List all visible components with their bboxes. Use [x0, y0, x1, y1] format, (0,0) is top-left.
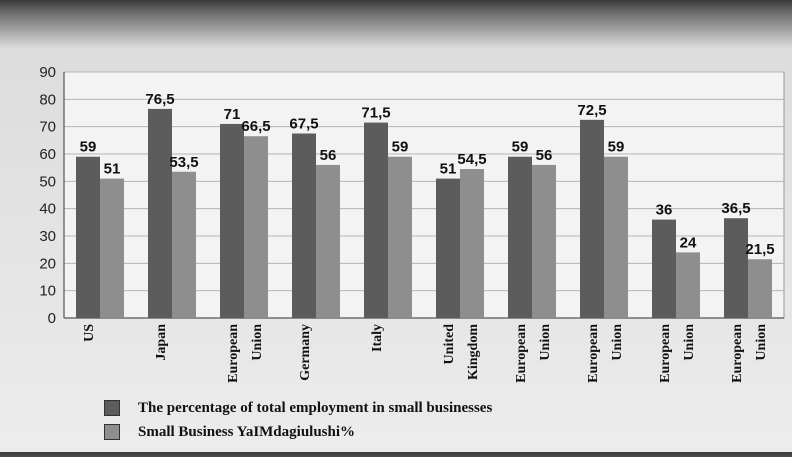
x-tick-label: European	[514, 324, 529, 383]
data-label: 59	[80, 139, 97, 156]
bar-series-2	[244, 136, 268, 318]
x-tick-label: European	[586, 324, 601, 383]
data-label: 59	[512, 139, 529, 156]
x-tick-label: Union	[250, 324, 265, 361]
legend-swatch-series-2	[104, 424, 120, 440]
bar-series-2	[316, 164, 340, 318]
x-tick-label: European	[658, 324, 673, 383]
x-tick-label: Union	[754, 324, 769, 361]
bar-series-2	[172, 171, 196, 318]
y-tick-label: 0	[48, 310, 56, 327]
data-label: 71	[224, 106, 241, 123]
legend-label-series-1: The percentage of total employment in sm…	[138, 399, 493, 416]
data-label: 72,5	[577, 102, 606, 119]
y-tick-label: 30	[39, 228, 56, 245]
bar-series-1	[364, 122, 388, 318]
bar-series-2	[532, 164, 556, 318]
data-label: 53,5	[169, 154, 198, 171]
x-tick-label: Union	[610, 324, 625, 361]
bar-series-1	[508, 156, 532, 318]
y-tick-label: 70	[39, 119, 56, 136]
bar-series-1	[652, 219, 676, 318]
data-label: 51	[440, 161, 457, 178]
x-tick-label: Union	[538, 324, 553, 361]
bar-series-1	[724, 218, 748, 318]
data-label: 24	[680, 234, 697, 251]
y-tick-label: 20	[39, 255, 56, 272]
bar-series-1	[436, 178, 460, 318]
bar-series-2	[748, 259, 772, 318]
bar-series-1	[580, 119, 604, 318]
data-label: 76,5	[145, 91, 174, 108]
x-tick-label: Germany	[298, 324, 313, 381]
bar-series-2	[388, 156, 412, 318]
y-tick-label: 60	[39, 146, 56, 163]
x-tick-label: Japan	[154, 324, 169, 361]
x-tick-label: US	[82, 324, 97, 342]
data-label: 54,5	[457, 151, 486, 168]
data-label: 56	[536, 147, 553, 164]
bar-series-1	[292, 133, 316, 318]
data-label: 66,5	[241, 118, 270, 135]
data-label: 51	[104, 161, 121, 178]
data-label: 36,5	[721, 200, 750, 217]
y-tick-label: 90	[39, 64, 56, 81]
data-label: 36	[656, 202, 673, 219]
data-label: 71,5	[361, 105, 390, 122]
legend-item-series-2: Small Business YaIMdagiulushi%	[104, 420, 492, 444]
x-tick-label: European	[226, 324, 241, 383]
bar-series-1	[76, 156, 100, 318]
data-label: 67,5	[289, 116, 318, 133]
x-tick-label: Kingdom	[466, 324, 481, 380]
x-tick-label: Italy	[370, 324, 385, 352]
data-label: 59	[392, 139, 409, 156]
y-tick-label: 50	[39, 173, 56, 190]
bar-series-2	[676, 252, 700, 318]
y-tick-label: 80	[39, 91, 56, 108]
data-label: 56	[320, 147, 337, 164]
x-tick-label: United	[442, 324, 457, 365]
bar-series-1	[148, 108, 172, 319]
bar-series-2	[100, 178, 124, 318]
legend-item-series-1: The percentage of total employment in sm…	[104, 396, 492, 420]
y-tick-label: 10	[39, 283, 56, 300]
bar-series-2	[460, 169, 484, 318]
bar-series-1	[220, 123, 244, 318]
data-label: 59	[608, 139, 625, 156]
x-tick-label: European	[730, 324, 745, 383]
legend-swatch-series-1	[104, 400, 120, 416]
legend: The percentage of total employment in sm…	[104, 396, 492, 444]
legend-label-series-2: Small Business YaIMdagiulushi%	[138, 423, 356, 440]
data-label: 21,5	[745, 241, 774, 258]
y-tick-label: 40	[39, 201, 56, 218]
x-tick-label: Union	[682, 324, 697, 361]
bar-series-2	[604, 156, 628, 318]
